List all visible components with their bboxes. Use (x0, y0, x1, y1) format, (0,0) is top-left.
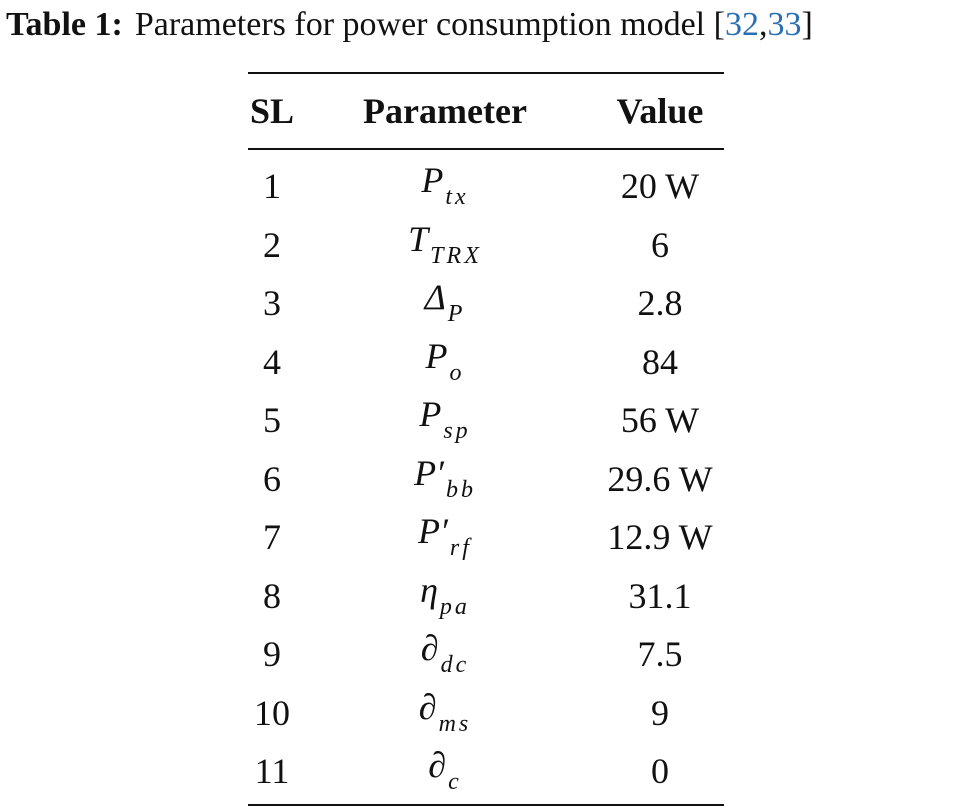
value-cell: 20 W (620, 166, 700, 206)
value-cell: 6 (651, 224, 669, 265)
subscript: dc (440, 652, 470, 678)
symbol: ∂ (428, 745, 447, 785)
subscript: bb (445, 476, 476, 503)
subscript: TRX (430, 242, 482, 269)
symbol: P (419, 394, 442, 434)
value-cell: 12.9 W (607, 517, 713, 557)
symbol: P′ (418, 511, 448, 551)
header-cell: Parameter (363, 91, 527, 131)
parameter-cell: TTRX (408, 218, 482, 269)
value-cell: 2.8 (637, 283, 683, 323)
sl-cell: 2 (263, 224, 281, 265)
sl-cell: 3 (263, 283, 281, 323)
sl-cell: 6 (263, 458, 281, 499)
subscript: pa (439, 593, 470, 620)
sl-cell: 5 (263, 400, 281, 440)
subscript: o (449, 359, 465, 386)
sl-cell: 9 (263, 634, 281, 674)
subscript: tx (445, 184, 469, 210)
parameter-cell: Ptx (421, 159, 468, 210)
symbol: Δ (424, 277, 446, 317)
subscript: sp (443, 418, 471, 444)
symbol: ∂ (418, 686, 437, 727)
symbol: P (425, 335, 448, 376)
reference[interactable]: 33 (767, 6, 802, 43)
symbol: η (420, 569, 438, 610)
parameter-cell: ηpa (420, 569, 470, 620)
mid-rule (248, 148, 724, 150)
symbol: P (421, 160, 444, 200)
value-cell: 84 (642, 341, 678, 382)
header-cell: Value (616, 91, 704, 131)
separator: , (758, 6, 768, 43)
subscript: ms (438, 710, 472, 737)
value-cell: 29.6 W (607, 458, 713, 499)
symbol: T (408, 218, 429, 259)
parameter-cell: ∂dc (420, 627, 469, 678)
reference[interactable]: 32 (724, 6, 759, 43)
bracket: ] (801, 6, 813, 43)
parameter-cell: Psp (419, 393, 470, 444)
bottom-rule (248, 804, 724, 806)
parameter-cell: P′rf (418, 510, 472, 561)
sl-cell: 8 (263, 575, 281, 616)
caption-text: Parameters for power consumption model [ (134, 6, 725, 43)
value-cell: 31.1 (628, 575, 692, 616)
sl-cell: 7 (263, 517, 281, 557)
value-cell: 0 (651, 751, 669, 791)
sl-cell: 10 (254, 692, 290, 733)
value-cell: 56 W (620, 400, 700, 440)
parameter-cell: ∂ms (418, 686, 471, 737)
parameter-cell: ∂c (428, 744, 461, 795)
subscript: P (447, 301, 466, 327)
top-rule (248, 72, 724, 74)
parameter-cell: P′bb (414, 452, 476, 503)
caption-label: Table 1: (6, 6, 123, 43)
sl-cell: 1 (263, 166, 281, 206)
value-cell: 7.5 (637, 634, 683, 674)
sl-cell: 4 (263, 341, 281, 382)
subscript: c (448, 769, 462, 795)
value-cell: 9 (651, 692, 669, 733)
symbol: ∂ (420, 628, 439, 668)
sl-cell: 11 (254, 751, 290, 791)
parameter-cell: Po (425, 335, 465, 386)
header-cell: SL (249, 91, 295, 131)
symbol: P′ (414, 452, 444, 493)
parameter-cell: ΔP (424, 276, 466, 327)
subscript: rf (449, 535, 472, 561)
caption: Table 1: Parameters for power consumption… (6, 6, 813, 44)
